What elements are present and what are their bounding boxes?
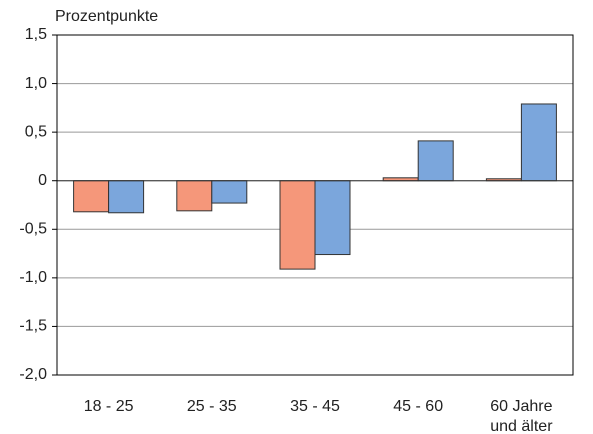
y-tick-label: -1,5 [19, 318, 47, 335]
x-tick-label: 25 - 35 [186, 398, 237, 415]
bar [417, 140, 454, 182]
bar [314, 180, 351, 256]
bar [520, 103, 557, 182]
x-tick-label: 35 - 45 [290, 398, 340, 415]
bar [108, 180, 145, 214]
y-tick-label: 0 [38, 172, 47, 189]
y-tick-label: 1,0 [25, 75, 47, 92]
plot-frame [56, 34, 574, 376]
y-tick-label: 1,5 [25, 26, 47, 43]
y-tick-label: -0,5 [19, 221, 47, 238]
x-tick-label: 18 - 25 [83, 398, 134, 415]
x-tick-label: 60 Jahre und älter [490, 398, 553, 434]
bar [211, 180, 248, 204]
y-axis-label: Prozentpunkte [55, 8, 158, 25]
bar [73, 180, 110, 213]
bar [176, 180, 213, 212]
bar [279, 180, 316, 270]
y-tick-label: 0,5 [25, 123, 47, 140]
y-tick-label: -2,0 [19, 366, 47, 383]
x-tick-label: 45 - 60 [393, 398, 444, 415]
y-tick-label: -1,0 [19, 269, 47, 286]
